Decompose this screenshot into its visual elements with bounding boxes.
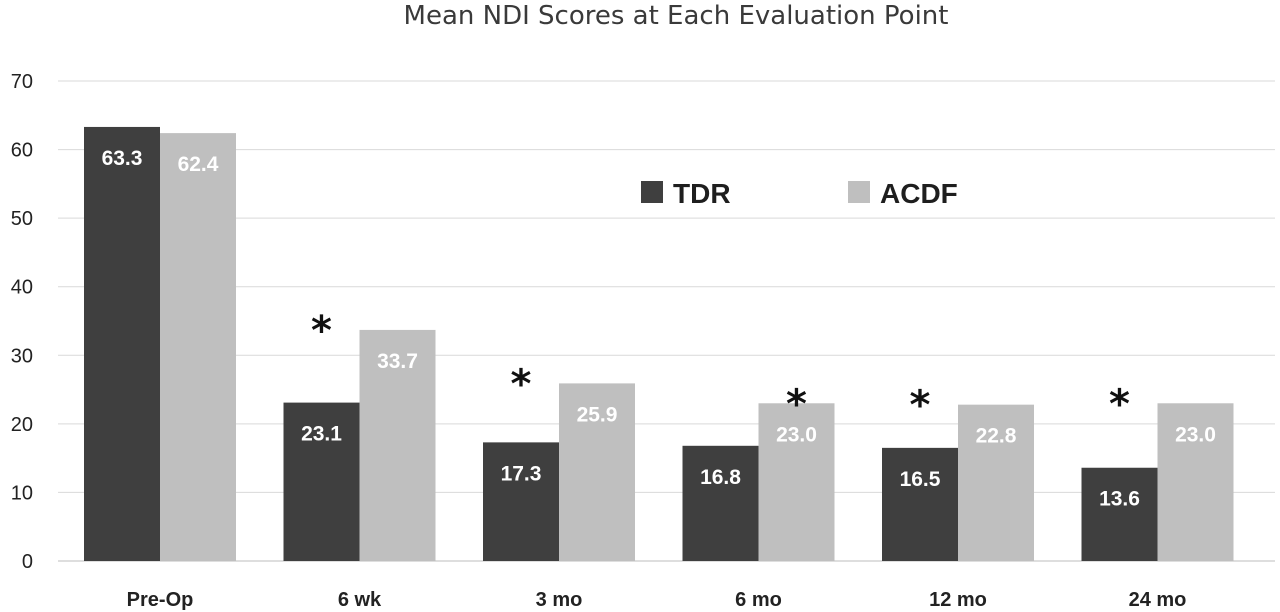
x-axis-ticks: Pre-Op 6 wk 3 mo 6 mo 12 mo 24 mo bbox=[127, 589, 1187, 611]
bar-tdr bbox=[682, 445, 759, 561]
y-tick-label: 20 bbox=[11, 414, 33, 436]
x-tick-label: Pre-Op bbox=[127, 589, 194, 611]
bar-tdr bbox=[882, 447, 958, 561]
significance-asterisk: * bbox=[511, 361, 532, 407]
bars bbox=[84, 126, 1234, 561]
x-tick-label: 6 wk bbox=[338, 589, 382, 611]
significance-asterisk: * bbox=[786, 381, 807, 427]
x-tick-label: 6 mo bbox=[735, 589, 782, 611]
bar-acdf bbox=[559, 383, 635, 561]
significance-asterisk: * bbox=[311, 308, 332, 354]
data-label: 23.1 bbox=[301, 423, 342, 446]
data-label: 22.8 bbox=[976, 425, 1017, 448]
x-tick-label: 3 mo bbox=[536, 589, 583, 611]
data-label: 63.3 bbox=[102, 147, 143, 170]
y-tick-label: 50 bbox=[11, 208, 33, 230]
x-tick-label: 12 mo bbox=[929, 589, 987, 611]
data-label: 23.0 bbox=[1175, 423, 1216, 446]
legend-label-tdr: TDR bbox=[673, 178, 731, 209]
y-tick-label: 70 bbox=[11, 71, 33, 93]
y-tick-label: 40 bbox=[11, 277, 33, 299]
legend-swatch-acdf bbox=[848, 181, 870, 203]
y-tick-label: 10 bbox=[11, 482, 33, 504]
bar-acdf bbox=[359, 329, 436, 561]
data-label: 13.6 bbox=[1099, 488, 1140, 511]
bar-acdf bbox=[160, 133, 236, 561]
y-tick-label: 60 bbox=[11, 140, 33, 162]
legend-label-acdf: ACDF bbox=[880, 178, 958, 209]
significance-markers: * * * * * bbox=[311, 308, 1130, 429]
x-tick-label: 24 mo bbox=[1129, 589, 1187, 611]
data-label: 16.8 bbox=[700, 466, 741, 489]
bar-acdf bbox=[758, 403, 835, 561]
data-label: 23.0 bbox=[776, 423, 817, 446]
data-label: 17.3 bbox=[501, 462, 542, 485]
chart-title: Mean NDI Scores at Each Evaluation Point bbox=[404, 1, 949, 31]
bar-tdr bbox=[84, 126, 160, 561]
significance-asterisk: * bbox=[1109, 381, 1130, 427]
data-label: 33.7 bbox=[377, 350, 418, 373]
data-label: 16.5 bbox=[900, 468, 941, 491]
bar-tdr bbox=[283, 402, 360, 561]
data-labels: 63.3 62.4 23.1 33.7 17.3 25.9 16.8 23.0 16.5 22.8… bbox=[102, 147, 1216, 511]
y-axis-ticks: 0 10 20 30 40 50 60 70 bbox=[11, 71, 33, 573]
y-tick-label: 0 bbox=[22, 551, 33, 573]
data-label: 25.9 bbox=[577, 403, 618, 426]
bar-tdr bbox=[483, 442, 559, 561]
bar-tdr bbox=[1081, 467, 1158, 561]
gridlines bbox=[58, 80, 1275, 562]
bar-acdf bbox=[958, 404, 1034, 561]
data-label: 62.4 bbox=[178, 153, 219, 176]
significance-asterisk: * bbox=[910, 383, 931, 429]
legend-swatch-tdr bbox=[641, 181, 663, 203]
bar-acdf bbox=[1157, 403, 1234, 561]
y-tick-label: 30 bbox=[11, 345, 33, 367]
legend: TDR ACDF bbox=[641, 178, 958, 209]
